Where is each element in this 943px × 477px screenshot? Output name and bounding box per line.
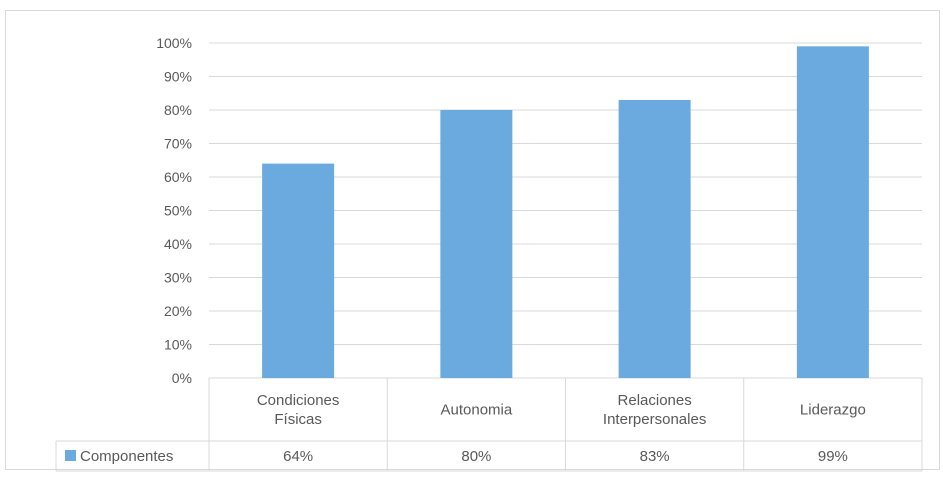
y-tick-label: 40% [164,236,192,252]
bar [440,110,513,378]
y-tick-label: 10% [164,337,192,353]
y-axis-ticks: 0% 10% 20% 30% 40% 50% 60% 70% 80% 90% 100% [156,35,192,386]
y-tick-label: 50% [164,203,192,219]
y-tick-label: 70% [164,136,192,152]
y-tick-label: 80% [164,102,192,118]
y-tick-label: 90% [164,69,192,85]
category-label: Relaciones [618,392,692,409]
category-label: Condiciones [257,392,340,409]
y-tick-label: 20% [164,303,192,319]
legend-label: Componentes [80,448,173,465]
y-tick-label: 0% [172,370,192,386]
data-label: 83% [640,448,670,465]
category-label: Liderazgo [800,402,866,419]
bar [262,163,335,378]
data-label: 99% [818,448,848,465]
category-label: Físicas [274,411,322,428]
legend-swatch [65,450,76,461]
bar [618,99,691,378]
data-label: 80% [461,448,491,465]
y-tick-label: 60% [164,169,192,185]
bars [262,46,869,378]
category-label: Autonomia [441,402,513,419]
bar [796,46,869,378]
category-label: Interpersonales [603,411,706,428]
y-tick-label: 100% [156,35,192,51]
data-table: Condiciones Físicas Autonomia Relaciones Int… [55,378,923,472]
y-tick-label: 30% [164,270,192,286]
data-label: 64% [283,448,313,465]
